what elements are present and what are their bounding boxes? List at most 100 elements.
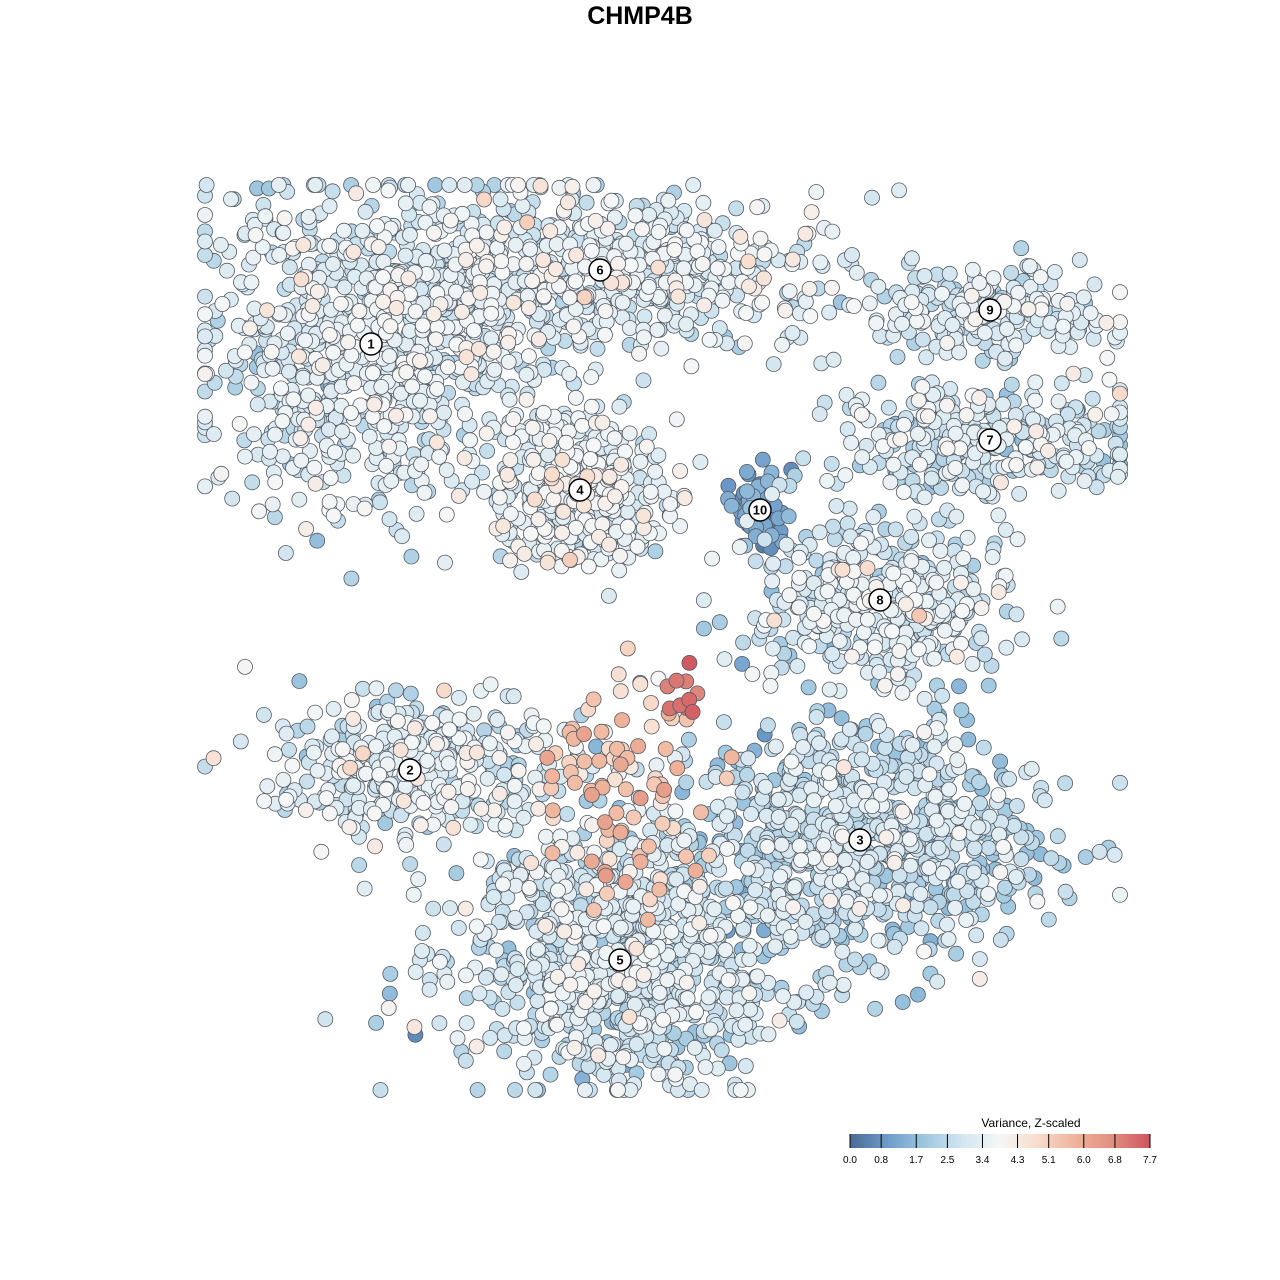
cell-point — [378, 781, 395, 798]
cell-point — [383, 473, 400, 489]
cell-point — [1021, 258, 1038, 275]
cell-point — [527, 1082, 544, 1098]
cell-point — [380, 182, 397, 199]
cell-point — [305, 744, 322, 761]
cell-point — [782, 928, 799, 945]
cell-point — [951, 678, 967, 695]
cell-point — [734, 784, 751, 801]
cell-point — [775, 988, 791, 1004]
cell-point — [812, 254, 829, 271]
cell-point — [489, 712, 506, 728]
cell-point — [332, 295, 349, 312]
cell-point — [694, 256, 711, 272]
cell-point — [955, 302, 971, 319]
cell-point — [568, 389, 584, 406]
cell-point — [275, 224, 292, 241]
cell-point — [371, 494, 388, 511]
cell-point — [770, 809, 787, 825]
cell-point — [429, 380, 446, 397]
cell-point — [325, 344, 342, 361]
cell-point — [291, 491, 308, 508]
cell-point — [780, 508, 797, 525]
cell-point — [741, 951, 758, 968]
cell-point — [542, 1066, 559, 1083]
cell-point — [693, 1082, 710, 1098]
cell-point — [853, 406, 870, 423]
cell-point — [754, 451, 771, 468]
cell-point — [274, 413, 291, 430]
cell-point — [270, 177, 287, 193]
cell-point — [561, 289, 578, 306]
cell-point — [736, 335, 753, 352]
cell-point — [271, 246, 288, 263]
cell-point — [263, 343, 280, 360]
cell-point — [382, 318, 399, 335]
cell-point — [921, 766, 938, 783]
cell-point — [356, 880, 373, 897]
cell-point — [401, 226, 418, 243]
cell-point — [343, 347, 360, 364]
cell-point — [833, 710, 850, 727]
cell-point — [990, 507, 1007, 524]
cell-point — [1112, 886, 1128, 903]
cell-point — [920, 408, 936, 425]
cell-point — [1055, 318, 1072, 335]
cell-point — [622, 320, 638, 336]
cell-point — [264, 360, 281, 377]
cell-point — [948, 508, 965, 525]
cell-point — [521, 348, 537, 365]
cell-point — [397, 195, 414, 212]
cell-point — [912, 886, 929, 902]
cell-point — [941, 781, 957, 798]
cell-point — [877, 677, 893, 694]
cell-point — [457, 406, 473, 422]
cell-point — [647, 543, 664, 560]
cell-point — [696, 620, 712, 637]
cell-point — [540, 447, 556, 463]
cell-point — [548, 236, 565, 253]
cell-point — [307, 177, 324, 193]
cell-point — [1080, 440, 1097, 457]
cell-point — [451, 690, 467, 706]
cell-point — [291, 673, 308, 689]
cell-point — [720, 274, 737, 291]
cell-point — [720, 972, 737, 988]
cell-point — [716, 714, 732, 730]
cell-point — [618, 235, 634, 252]
cell-point — [869, 962, 886, 979]
cell-point — [732, 1082, 749, 1098]
cell-point — [343, 692, 360, 708]
cell-point — [603, 192, 620, 209]
cell-point — [676, 832, 693, 849]
cell-point — [760, 1026, 777, 1043]
cell-point — [767, 938, 784, 955]
cell-point — [431, 1015, 448, 1032]
cell-point — [867, 639, 883, 656]
cell-point — [955, 550, 972, 566]
cell-point — [495, 876, 511, 893]
cell-point — [232, 733, 249, 750]
cell-point — [408, 506, 425, 522]
cell-point — [831, 633, 848, 649]
cell-point — [443, 799, 460, 815]
cell-point — [373, 378, 390, 395]
cell-point — [456, 177, 473, 193]
cell-point — [553, 901, 570, 918]
cell-point — [535, 718, 552, 735]
cell-point — [583, 398, 600, 415]
cell-point — [518, 366, 535, 383]
cell-point — [701, 331, 718, 348]
cell-point — [947, 460, 964, 476]
cell-point — [247, 227, 264, 243]
cell-point — [325, 256, 341, 273]
cell-point — [500, 353, 517, 370]
cell-point — [403, 548, 420, 565]
cell-point — [450, 920, 467, 936]
cell-point — [859, 854, 876, 870]
cell-point — [1112, 314, 1128, 331]
cell-point — [627, 207, 644, 224]
cell-point — [702, 1021, 719, 1038]
cell-point — [663, 924, 680, 940]
cell-point — [921, 860, 937, 876]
cell-point — [251, 503, 268, 520]
